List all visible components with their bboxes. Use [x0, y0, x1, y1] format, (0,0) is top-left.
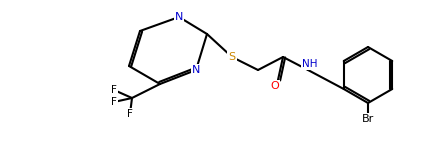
Text: N: N: [175, 12, 183, 22]
Text: N: N: [192, 65, 200, 75]
Text: F: F: [111, 97, 117, 107]
Text: F: F: [111, 85, 117, 95]
Text: S: S: [228, 52, 236, 62]
Text: F: F: [127, 109, 133, 119]
Text: O: O: [271, 81, 279, 91]
Text: Br: Br: [362, 114, 374, 124]
Text: NH: NH: [302, 59, 318, 69]
